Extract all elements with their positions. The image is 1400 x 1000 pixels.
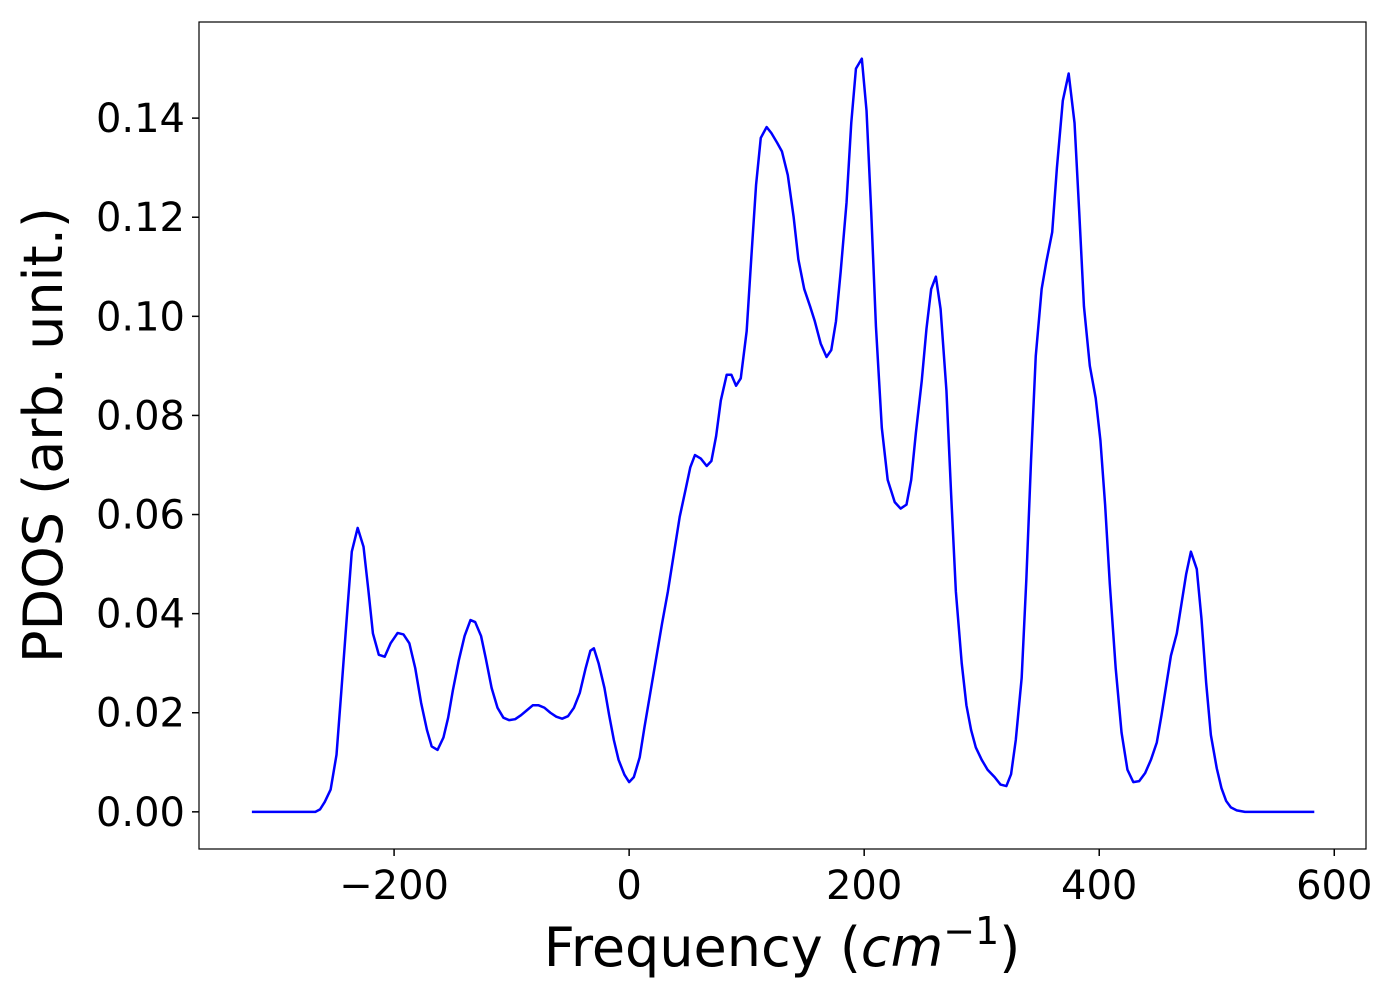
y-tick-label: 0.12 xyxy=(96,195,185,241)
data-line xyxy=(251,57,1315,814)
x-tick-label: 0 xyxy=(616,863,641,909)
x-tick-label: 600 xyxy=(1296,863,1372,909)
x-tick-label: 400 xyxy=(1061,863,1137,909)
x-tick-label: −200 xyxy=(339,863,449,909)
y-axis-label: PDOS (arb. unit.) xyxy=(12,207,75,663)
y-tick-label: 0.08 xyxy=(96,393,185,439)
x-tick-label: 200 xyxy=(826,863,902,909)
x-axis-label: Frequency (cm−1) xyxy=(544,909,1021,979)
y-tick-label: 0.04 xyxy=(96,592,185,638)
y-tick-label: 0.02 xyxy=(96,691,185,737)
y-tick-label: 0.06 xyxy=(96,493,185,539)
y-tick-label: 0.00 xyxy=(96,790,185,836)
plot-frame xyxy=(198,21,1367,850)
y-tick-label: 0.14 xyxy=(96,96,185,142)
y-tick-label: 0.10 xyxy=(96,294,185,340)
